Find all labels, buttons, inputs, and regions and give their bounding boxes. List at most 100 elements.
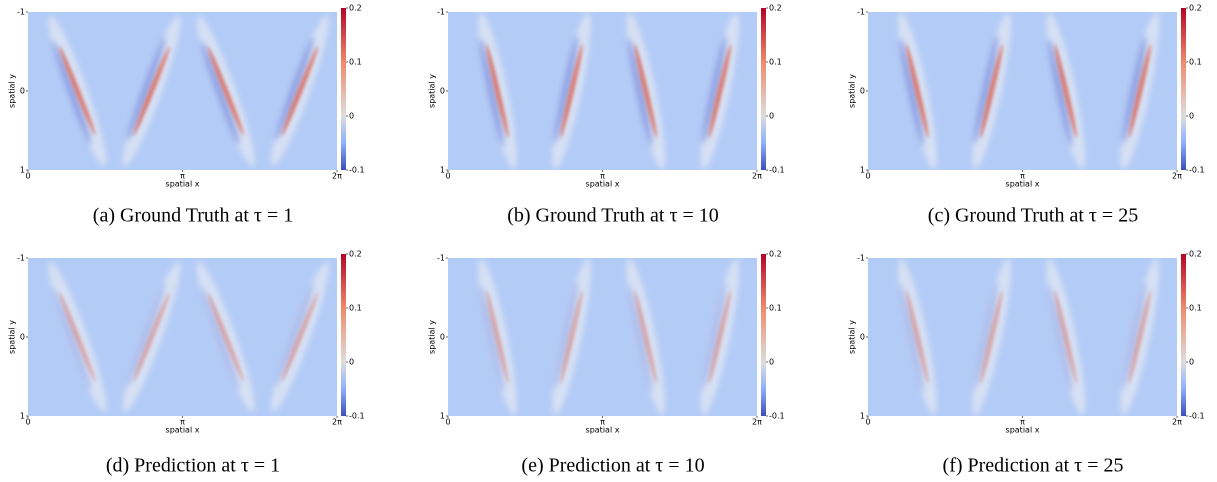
wave-red [1054, 290, 1077, 384]
y-tick-label: -1 [857, 254, 865, 263]
caption: (a) Ground Truth at τ = 1 [93, 205, 293, 227]
wave-blue [275, 283, 314, 387]
wave-blue [275, 37, 314, 141]
x-tick-label: π [1020, 418, 1025, 427]
wave-red [980, 44, 1003, 138]
cb-tick-label: 0.1 [769, 58, 782, 67]
caption: (b) Ground Truth at τ = 10 [507, 205, 719, 227]
x-tick-label: 0 [445, 172, 450, 181]
wave-blue [553, 281, 578, 390]
heatmap [868, 12, 1177, 170]
cb-tick-label: 0.1 [1189, 304, 1202, 313]
y-axis-label: spatial y [8, 320, 17, 354]
cb-tick-label: 0 [349, 358, 354, 367]
cb-tick-label: 0.2 [769, 4, 782, 13]
y-tick-label: 1 [440, 166, 445, 175]
y-tick-label: 0 [860, 333, 865, 342]
wave-blue [973, 35, 998, 144]
cb-tick-label: 0.2 [349, 250, 362, 259]
y-tick-label: 0 [860, 87, 865, 96]
x-axis-label: spatial x [166, 426, 200, 435]
wave-blue [701, 35, 727, 144]
cb-tick-label: 0.1 [1189, 58, 1202, 67]
wave-red [59, 46, 96, 136]
wave-blue [52, 41, 91, 145]
x-tick-label: π [180, 418, 185, 427]
wave-red [59, 292, 96, 382]
cb-tick-label: -0.1 [1189, 166, 1205, 175]
wave-blue [126, 37, 166, 141]
x-tick-label: 2π [332, 418, 342, 427]
y-axis-label: spatial y [848, 74, 857, 108]
wave-blue [973, 281, 998, 390]
x-axis-label: spatial x [1006, 180, 1040, 189]
caption: (e) Prediction at τ = 10 [521, 455, 704, 477]
wave-blue [200, 41, 240, 145]
wave-red [634, 44, 657, 138]
wave-blue [1047, 38, 1072, 147]
y-tick-label: 0 [440, 87, 445, 96]
cb-tick-label: 0.1 [769, 304, 782, 313]
wave-blue [627, 38, 652, 147]
cb-tick-label: -0.1 [349, 166, 365, 175]
cb-tick-label: 0.2 [349, 4, 362, 13]
x-tick-label: π [1020, 172, 1025, 181]
wave-red [560, 44, 583, 138]
wave-blue [701, 281, 727, 390]
heatmap [28, 12, 337, 170]
y-tick-label: 0 [440, 333, 445, 342]
cb-tick-label: -0.1 [769, 412, 785, 421]
wave-red [560, 290, 583, 384]
heatmap [448, 12, 757, 170]
colorbar [761, 8, 766, 170]
cb-tick-label: -0.1 [1189, 412, 1205, 421]
caption: (d) Prediction at τ = 1 [106, 455, 280, 477]
y-tick-label: -1 [857, 8, 865, 17]
colorbar [1181, 254, 1186, 416]
wave-blue [479, 38, 504, 147]
wave-blue [1121, 281, 1147, 390]
cb-tick-label: 0 [349, 112, 354, 121]
wave-red [486, 290, 509, 384]
caption: (f) Prediction at τ = 25 [943, 455, 1124, 477]
wave-blue [899, 284, 924, 393]
wave-blue [627, 284, 652, 393]
cb-tick-label: 0.2 [769, 250, 782, 259]
colorbar [341, 8, 346, 170]
x-axis-label: spatial x [586, 180, 620, 189]
x-tick-label: 2π [752, 418, 762, 427]
x-tick-label: π [600, 172, 605, 181]
wave-red [1128, 44, 1152, 138]
y-tick-label: 0 [20, 87, 25, 96]
wave-blue [126, 283, 166, 387]
y-tick-label: 1 [20, 412, 25, 421]
x-tick-label: 2π [332, 172, 342, 181]
wave-blue [200, 287, 240, 391]
wave-blue [1047, 284, 1072, 393]
wave-blue [52, 287, 91, 391]
y-tick-label: 1 [860, 166, 865, 175]
cb-tick-label: 0.1 [349, 304, 362, 313]
x-tick-label: π [180, 172, 185, 181]
y-axis-label: spatial y [428, 74, 437, 108]
y-axis-label: spatial y [848, 320, 857, 354]
x-tick-label: 2π [1172, 418, 1182, 427]
wave-blue [1121, 35, 1147, 144]
cb-tick-label: 0.2 [1189, 4, 1202, 13]
y-tick-label: 1 [20, 166, 25, 175]
cb-tick-label: 0 [769, 112, 774, 121]
caption: (c) Ground Truth at τ = 25 [928, 205, 1138, 227]
cb-tick-label: 0 [1189, 112, 1194, 121]
y-tick-label: -1 [17, 8, 25, 17]
wave-red [980, 290, 1003, 384]
wave-red [634, 290, 657, 384]
x-tick-label: 0 [25, 418, 30, 427]
cb-tick-label: -0.1 [349, 412, 365, 421]
x-axis-label: spatial x [166, 180, 200, 189]
y-tick-label: 1 [440, 412, 445, 421]
